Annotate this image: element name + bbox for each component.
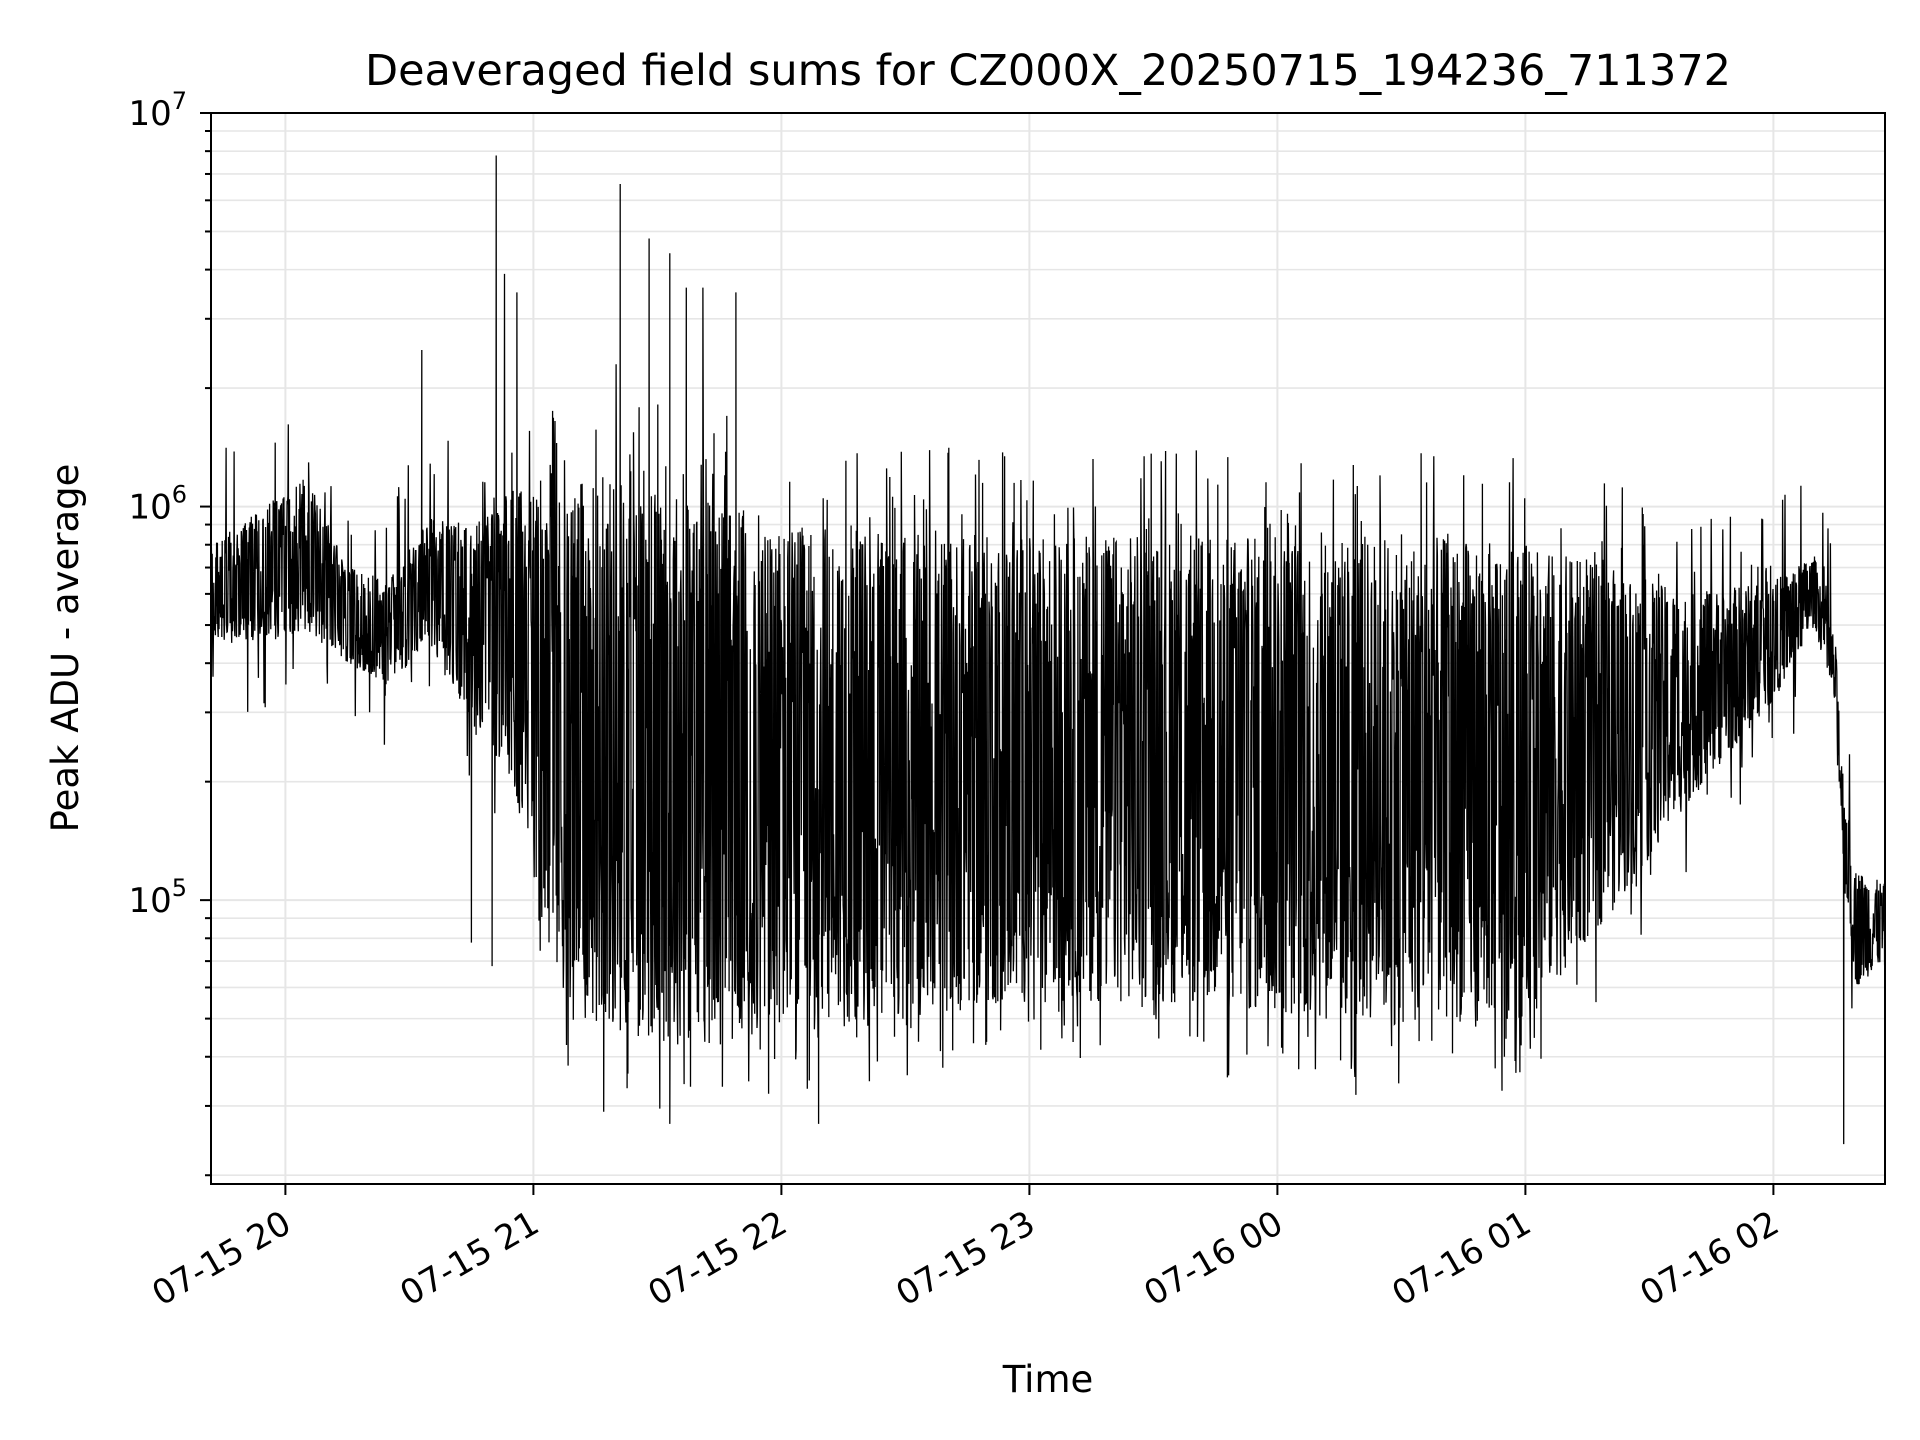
y-tick-label: 107 — [128, 87, 187, 134]
y-tick-label: 105 — [128, 874, 187, 921]
y-tick-label: 106 — [128, 481, 187, 528]
y-axis-label: Peak ADU - average — [44, 464, 87, 833]
plot-layer — [210, 155, 1886, 1145]
plot-frame — [210, 112, 1886, 1185]
x-axis-label: Time — [1002, 1358, 1094, 1401]
series-line — [210, 155, 1886, 1145]
chart-title: Deaveraged field sums for CZ000X_2025071… — [365, 46, 1731, 96]
